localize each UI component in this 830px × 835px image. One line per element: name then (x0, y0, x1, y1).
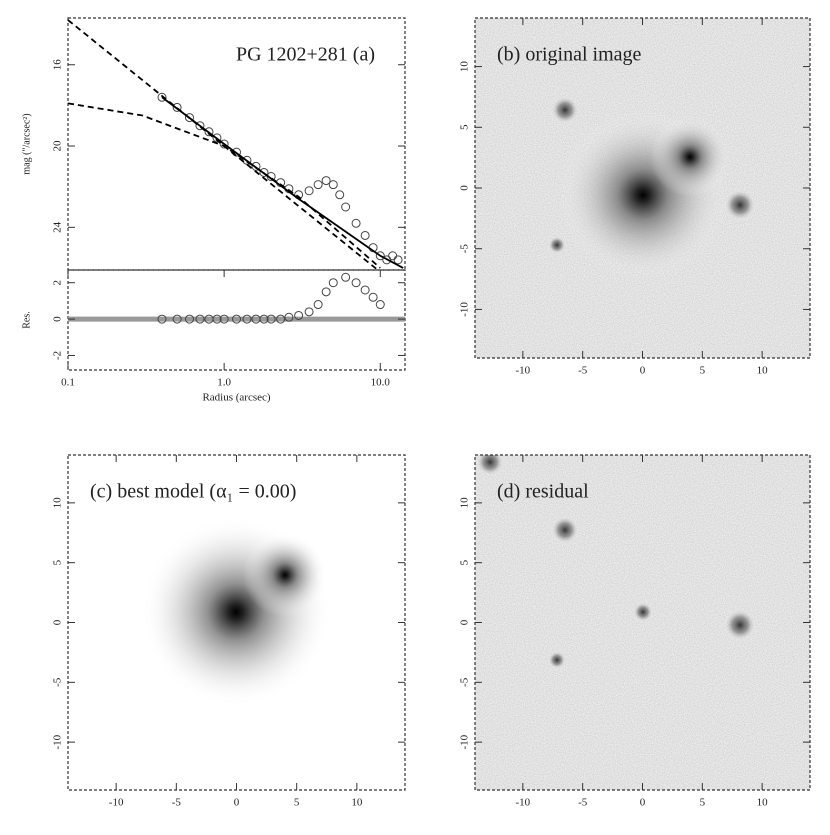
y-tick-label: 10 (459, 497, 471, 509)
y-tick-label: 0 (459, 185, 471, 191)
image-original (475, 18, 810, 358)
data-point (212, 133, 222, 143)
data-point (172, 102, 182, 112)
plot-area (68, 19, 404, 270)
x-tick-label: -5 (578, 797, 588, 809)
panel-title: (b) original image (497, 44, 642, 66)
data-point (375, 300, 385, 310)
model-line (68, 102, 381, 269)
data-point (157, 92, 167, 102)
y-tick-label: -5 (459, 677, 471, 687)
data-point (341, 272, 351, 282)
data-point (276, 314, 286, 324)
x-tick-label: 0 (640, 797, 646, 809)
x-tick-label: -10 (516, 365, 531, 377)
x-tick-label: 10 (351, 797, 363, 809)
y-tick-label: 10 (459, 61, 471, 73)
data-point (393, 255, 403, 265)
data-point (212, 314, 222, 324)
data-point (204, 127, 214, 137)
data-point (195, 314, 205, 324)
x-tick-label: 0 (640, 365, 646, 377)
y-tick-label: -10 (459, 734, 471, 749)
y-tick-label: 16 (52, 59, 64, 71)
y-tick-label: 2 (52, 280, 64, 286)
data-point (375, 251, 385, 261)
model-line (161, 96, 404, 269)
data-point (321, 176, 331, 186)
data-point (184, 113, 194, 123)
data-point (242, 314, 252, 324)
x-tick-label: 1.0 (217, 377, 231, 389)
x-tick-label: -5 (578, 365, 588, 377)
y-tick-label: -5 (459, 244, 471, 254)
x-tick-label: 10 (757, 797, 769, 809)
x-tick-label: -10 (109, 797, 124, 809)
y-tick-label: 0 (52, 619, 64, 625)
data-point (294, 310, 304, 320)
x-tick-label: 10.0 (371, 377, 391, 389)
data-point (266, 314, 276, 324)
y-tick-label: -10 (459, 302, 471, 317)
data-point (388, 251, 398, 261)
x-tick-label: 5 (294, 797, 300, 809)
data-point (219, 139, 229, 149)
x-tick-label: 5 (700, 797, 706, 809)
data-point (157, 314, 167, 324)
image-model (68, 455, 405, 790)
y-tick-label: 0 (459, 619, 471, 625)
data-point (328, 278, 338, 288)
frame (67, 17, 406, 271)
y-tick-label: 5 (459, 124, 471, 130)
x-tick-label: -10 (516, 797, 531, 809)
plot-area (157, 272, 385, 324)
panel-title: (d) residual (497, 481, 589, 503)
data-point (368, 292, 378, 302)
data-point (251, 161, 261, 171)
data-point (313, 300, 323, 310)
x-tick-label: -5 (172, 797, 182, 809)
y-axis-label: mag ("/arcsec²) (21, 113, 32, 174)
x-tick-label: 0 (234, 797, 240, 809)
y-tick-label: 24 (52, 221, 64, 233)
y-axis-label: Res. (21, 311, 32, 329)
data-point (360, 230, 370, 240)
data-point (219, 314, 229, 324)
x-tick-label: 0.1 (61, 377, 75, 389)
x-tick-label: 10 (757, 365, 769, 377)
y-tick-label: -5 (52, 677, 64, 687)
panel-title: (c) best model (α₁ = 0.00) (90, 481, 296, 503)
x-axis-label: Radius (arcsec) (202, 392, 270, 404)
data-point (304, 186, 314, 196)
data-point (341, 202, 351, 212)
data-point (313, 180, 323, 190)
y-tick-label: 0 (52, 316, 64, 322)
y-tick-label: -2 (52, 351, 64, 360)
data-point (351, 278, 361, 288)
image-residual (475, 455, 810, 790)
data-point (335, 190, 345, 200)
y-tick-label: 5 (459, 559, 471, 565)
data-point (195, 121, 205, 131)
data-point (351, 218, 361, 228)
data-point (284, 312, 294, 322)
y-tick-label: 20 (52, 140, 64, 152)
x-tick-label: 5 (700, 365, 706, 377)
data-point (232, 314, 241, 324)
y-tick-label: -10 (52, 734, 64, 749)
data-point (259, 167, 269, 177)
data-point (321, 287, 331, 297)
data-point (172, 314, 182, 324)
data-point (304, 307, 314, 317)
data-point (259, 314, 269, 324)
y-tick-label: 10 (52, 497, 64, 509)
data-point (184, 314, 194, 324)
data-point (360, 285, 370, 295)
data-point (328, 180, 338, 190)
panel-title: PG 1202+281 (a) (236, 44, 375, 66)
y-tick-label: 5 (52, 559, 64, 565)
